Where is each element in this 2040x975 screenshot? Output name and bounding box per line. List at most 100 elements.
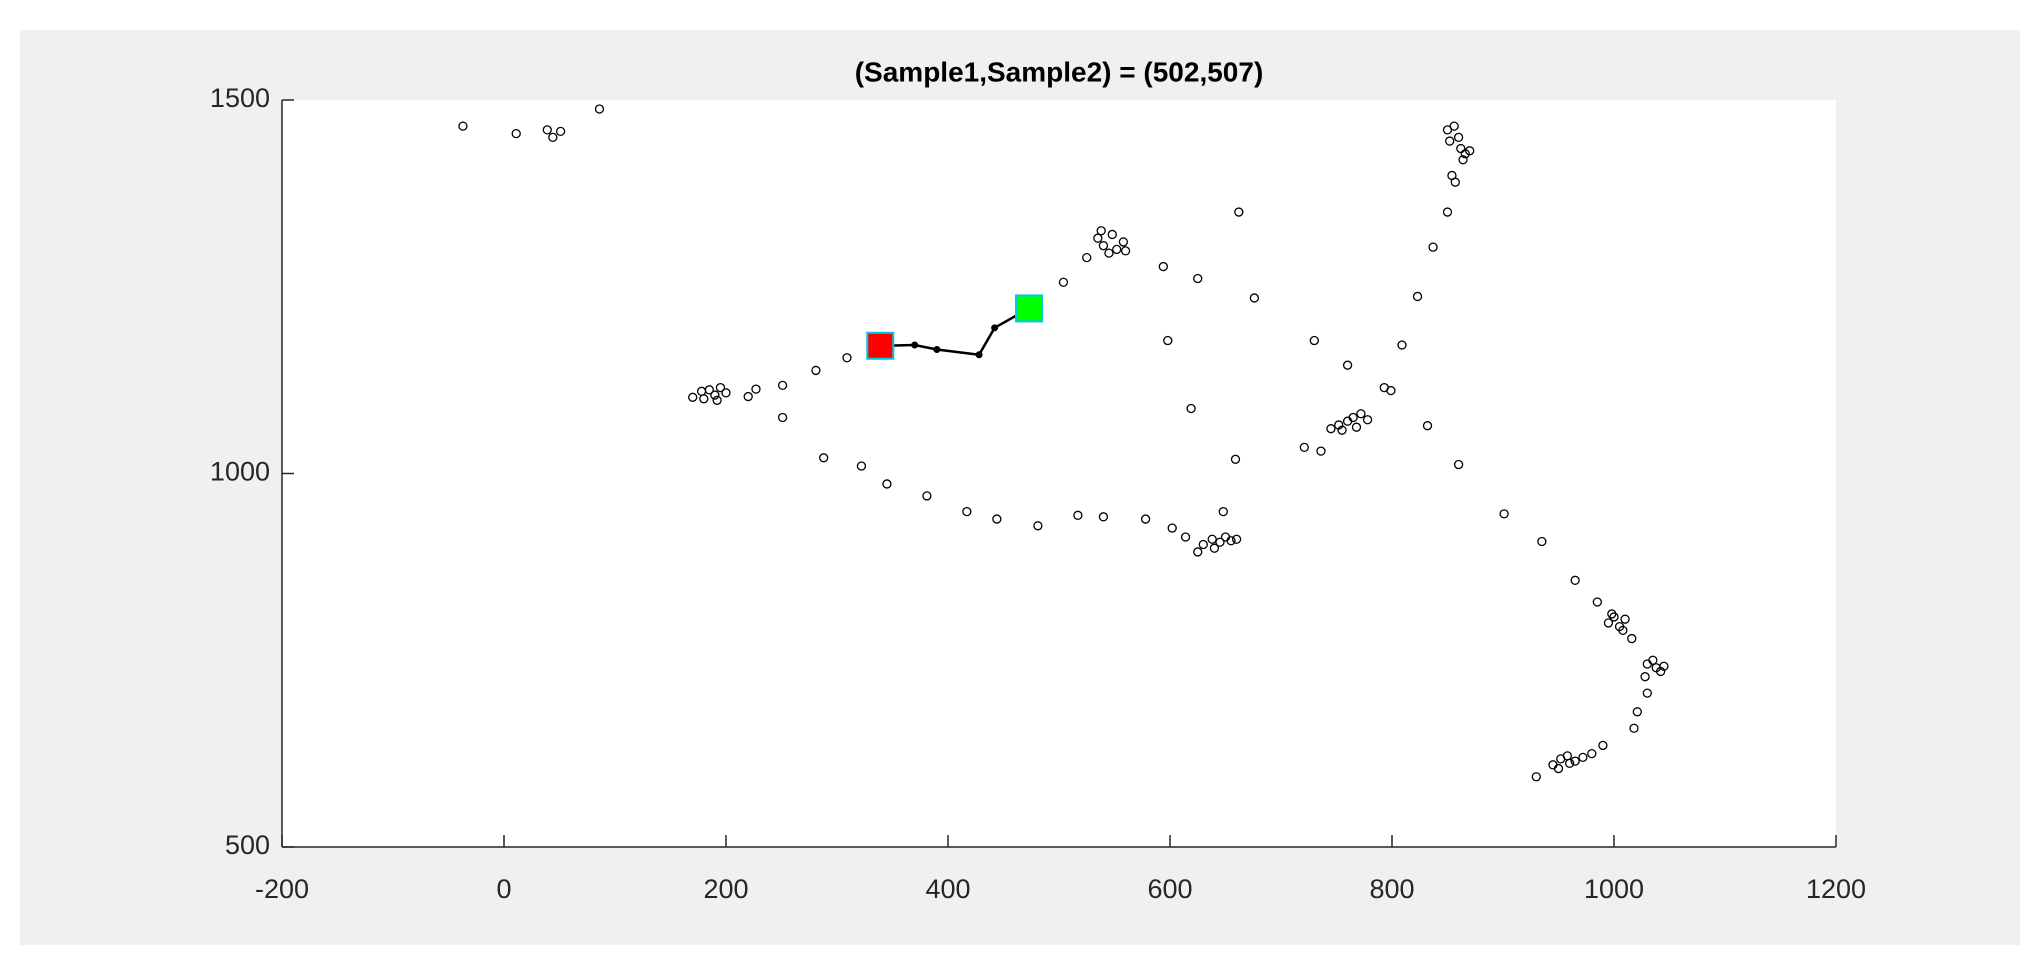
point [1629,723,1639,733]
point [458,121,468,131]
point [1362,415,1373,425]
point [1627,633,1637,644]
point [548,132,558,143]
point [1640,672,1650,682]
point [1449,121,1459,131]
point [1209,543,1220,553]
point [1453,132,1464,143]
point [1058,277,1069,287]
point [1453,459,1464,470]
point [696,386,707,396]
point [1337,425,1347,435]
x-tick-label: 200 [703,874,748,904]
x-tick-label: 800 [1369,874,1414,904]
point [1465,146,1475,156]
point [1316,446,1326,456]
chart-title: (Sample1,Sample2) = (502,507) [855,56,1264,87]
x-tick-label: 400 [925,874,970,904]
point [594,104,605,114]
path-line [880,307,1030,357]
point [1207,534,1217,544]
point [777,412,788,423]
end-marker [1015,294,1044,323]
point [1234,207,1244,217]
point [1356,409,1366,419]
point [1342,360,1353,370]
point [1632,707,1642,717]
point [1348,412,1358,423]
point [842,353,852,363]
path-vertex [975,351,983,359]
point [555,126,566,137]
point [1326,424,1336,434]
point [1592,597,1602,607]
point [1226,536,1236,546]
point [751,384,761,394]
point [1618,625,1628,636]
point [1118,237,1129,247]
point [1397,340,1407,350]
point [1428,242,1438,252]
point [715,382,726,393]
point [777,380,788,391]
point [1158,261,1168,272]
point [1218,506,1228,517]
point [1198,539,1208,550]
point [1553,763,1564,774]
point [1180,532,1191,542]
point [1598,740,1608,751]
point [882,479,892,489]
point [743,391,753,402]
point [1231,534,1242,544]
point [962,506,972,517]
path-vertex [911,341,919,349]
point [1120,246,1131,256]
point [721,388,731,398]
point [1570,575,1580,585]
path-vertex [991,324,999,332]
point [1140,514,1151,524]
point [1163,335,1173,346]
point [1386,385,1396,396]
path-vertex [933,345,941,353]
point [1186,403,1196,414]
point [1422,421,1433,431]
point [1249,293,1260,303]
point [1603,618,1614,628]
point [1107,229,1117,240]
point [992,514,1002,524]
start-marker [866,331,895,360]
point [1412,291,1423,302]
point [1215,537,1225,547]
point [511,128,521,139]
point [1642,688,1652,698]
plot-area [282,100,1836,847]
point [856,461,867,471]
point [1531,772,1541,782]
point [1033,521,1043,531]
point [1570,756,1580,766]
point [1659,661,1669,671]
point [1098,512,1109,522]
point [1620,614,1630,624]
point [1609,612,1619,622]
point [1112,244,1122,255]
point [542,125,552,135]
y-tick-label: 1500 [210,83,270,113]
x-tick-label: 1200 [1806,874,1866,904]
point [1351,422,1362,432]
point [1309,335,1319,346]
point [1230,454,1241,464]
point [1450,177,1460,187]
point [922,491,932,501]
point [1587,748,1597,759]
point [1193,273,1203,284]
x-tick-label: 0 [496,874,511,904]
x-tick-label: -200 [255,874,309,904]
point [811,365,821,376]
point [710,390,720,400]
point [1193,547,1203,557]
point [1537,536,1547,547]
point [1442,207,1453,217]
